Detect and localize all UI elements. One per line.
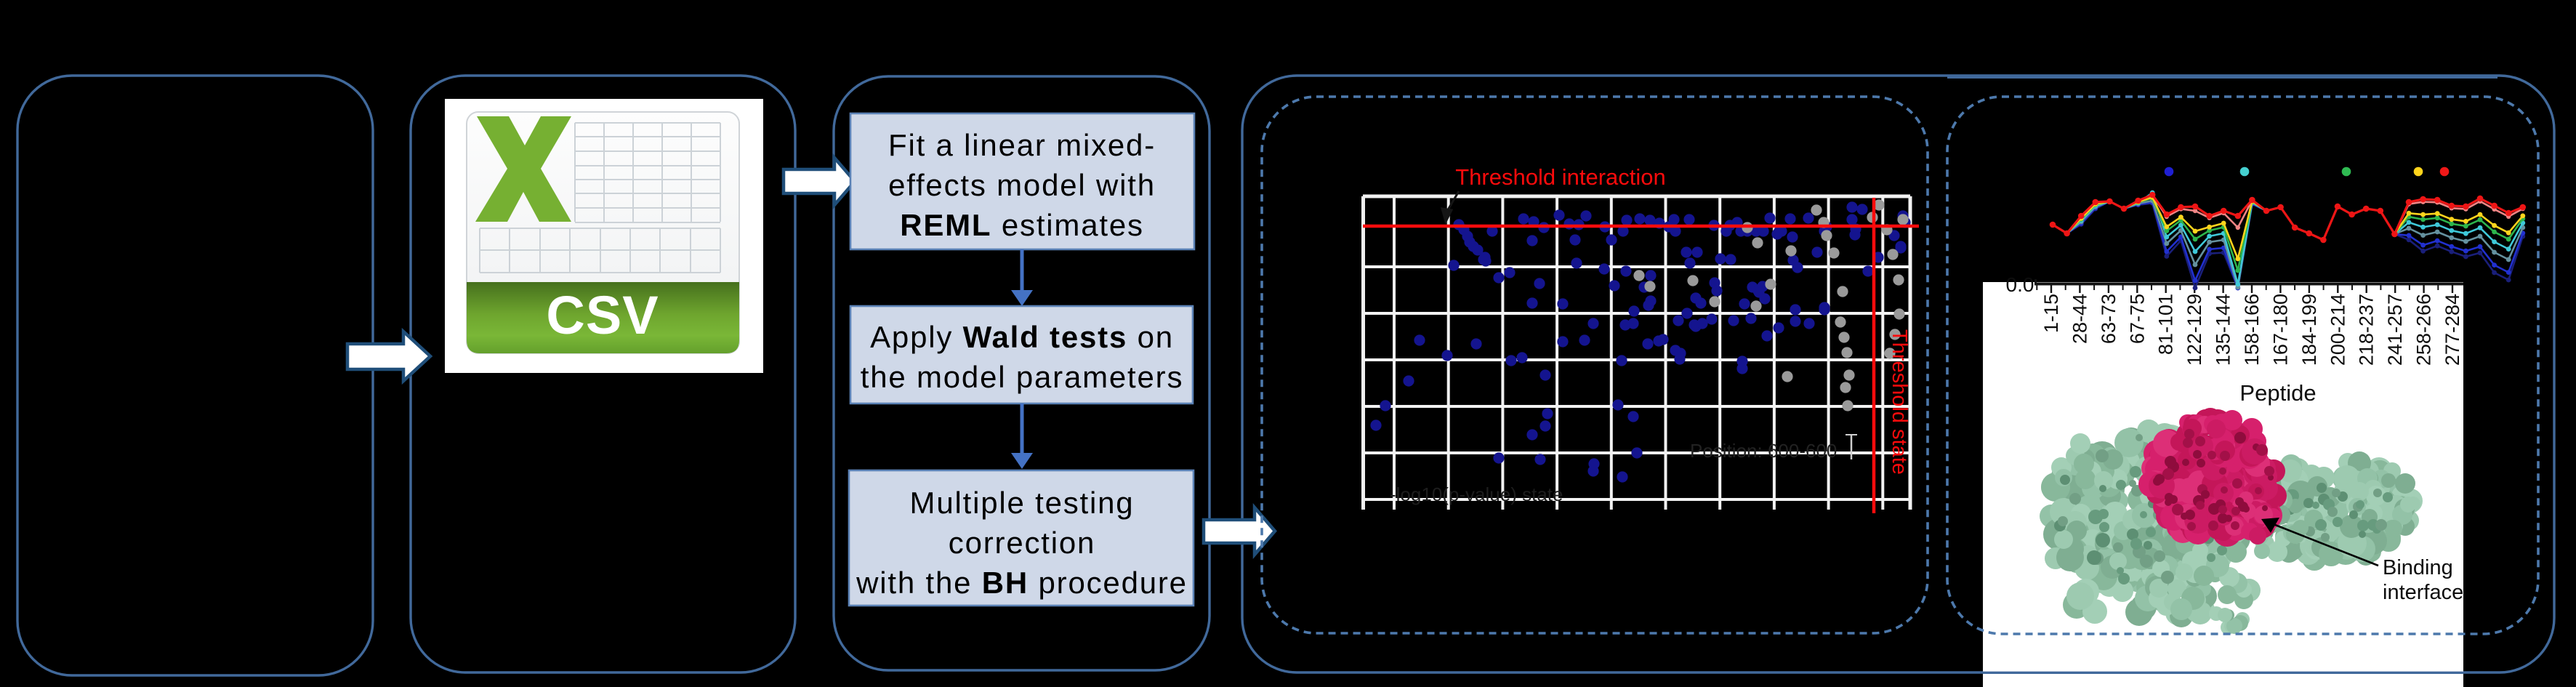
svg-text:218-237: 218-237 [2356,294,2378,366]
svg-text:67-75: 67-75 [2126,294,2148,344]
svg-text:REML estimates: REML estimates [900,208,1144,242]
svg-text:81-101: 81-101 [2155,294,2177,355]
svg-text:the model parameters: the model parameters [861,360,1184,394]
svg-text:Threshold state: Threshold state [1888,329,1911,475]
svg-text:135-144: 135-144 [2213,294,2234,366]
svg-text:Binding: Binding [2383,556,2453,579]
svg-text:Fit a linear mixed-: Fit a linear mixed- [888,128,1156,162]
svg-text:-log10(p-value) state: -log10(p-value) state [1390,483,1563,505]
svg-text:28-44: 28-44 [2069,294,2090,344]
svg-text:0.0: 0.0 [2006,273,2034,296]
svg-text:184-199: 184-199 [2298,294,2320,366]
svg-text:122-129: 122-129 [2183,294,2205,366]
svg-text:effects model with: effects model with [888,168,1156,202]
svg-text:with the BH procedure: with the BH procedure [856,566,1188,600]
svg-text:Threshold interaction: Threshold interaction [1455,164,1666,190]
svg-text:interface: interface [2383,581,2463,604]
svg-text:277-284: 277-284 [2442,294,2463,366]
svg-text:CSV: CSV [546,285,659,345]
svg-text:1-15: 1-15 [2040,294,2062,333]
svg-text:Peptide: Peptide [2239,380,2316,406]
svg-text:258-266: 258-266 [2413,294,2435,366]
svg-text:200-214: 200-214 [2327,294,2348,366]
svg-text:63-73: 63-73 [2098,294,2120,344]
svg-text:167-180: 167-180 [2269,294,2291,366]
svg-text:correction: correction [949,526,1095,560]
svg-text:Apply Wald tests on: Apply Wald tests on [870,320,1174,354]
svg-text:158-166: 158-166 [2241,294,2263,366]
svg-text:241-257: 241-257 [2384,294,2406,366]
svg-text:Position: 600-600: Position: 600-600 [1690,440,1837,462]
svg-text:Multiple testing: Multiple testing [910,486,1135,520]
